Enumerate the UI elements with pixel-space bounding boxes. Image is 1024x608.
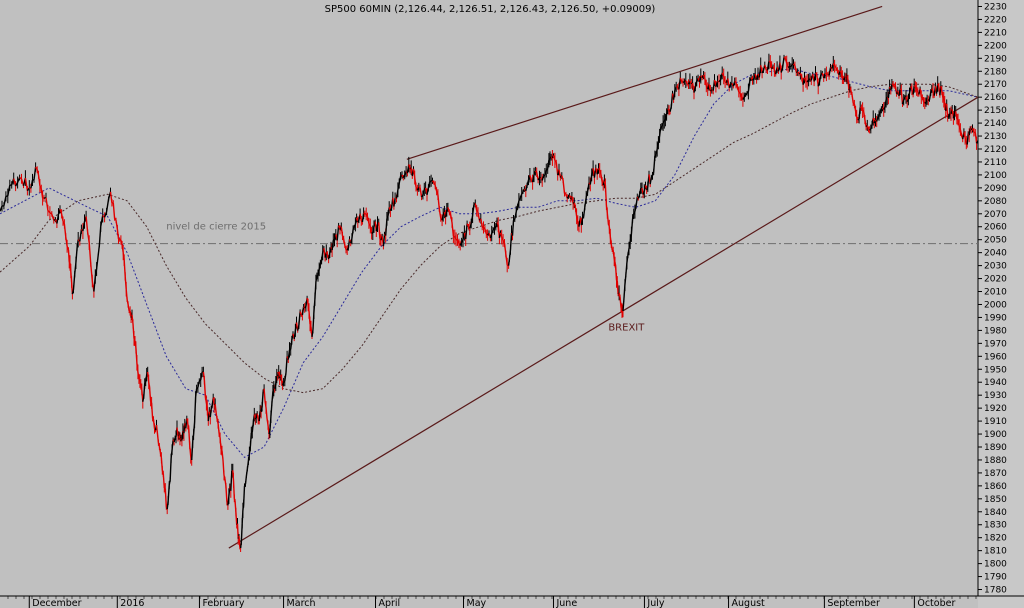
y-tick-label: 1890 bbox=[984, 443, 1007, 453]
y-tick-label: 1950 bbox=[984, 365, 1007, 375]
y-tick-label: 2030 bbox=[984, 262, 1007, 272]
x-tick-label: March bbox=[287, 598, 316, 608]
trendline-2 bbox=[228, 96, 979, 549]
y-tick-label: 2010 bbox=[984, 288, 1007, 298]
y-axis-panel bbox=[978, 0, 1024, 608]
x-tick-label: August bbox=[732, 598, 766, 608]
y-tick-label: 1860 bbox=[984, 482, 1007, 492]
y-tick-label: 2120 bbox=[984, 145, 1007, 155]
y-tick-label: 1810 bbox=[984, 547, 1007, 557]
y-tick-label: 2040 bbox=[984, 249, 1007, 259]
y-tick-label: 2130 bbox=[984, 132, 1007, 142]
y-tick-label: 2170 bbox=[984, 80, 1007, 90]
y-tick-label: 1990 bbox=[984, 313, 1007, 323]
y-tick-label: 2200 bbox=[984, 41, 1007, 51]
x-tick-label: April bbox=[378, 598, 400, 608]
y-tick-label: 2150 bbox=[984, 106, 1007, 116]
y-tick-label: 2230 bbox=[984, 2, 1007, 12]
y-tick-label: 2080 bbox=[984, 197, 1007, 207]
y-tick-label: 1980 bbox=[984, 326, 1007, 336]
y-tick-label: 1970 bbox=[984, 339, 1007, 349]
x-tick-label: October bbox=[917, 598, 955, 608]
price-down-bar bbox=[88, 242, 92, 265]
y-tick-label: 1830 bbox=[984, 521, 1007, 531]
trendline-1 bbox=[406, 5, 883, 160]
y-tick-label: 2160 bbox=[984, 93, 1007, 103]
y-tick-label: 1850 bbox=[984, 495, 1007, 505]
price-up-bar bbox=[261, 391, 264, 407]
y-tick-label: 1840 bbox=[984, 508, 1007, 518]
annotation-close-level: nivel de cierre 2015 bbox=[166, 221, 266, 232]
y-tick-label: 2180 bbox=[984, 67, 1007, 77]
moving-averages bbox=[0, 68, 979, 459]
y-tick-label: 1880 bbox=[984, 456, 1007, 466]
y-tick-label: 1960 bbox=[984, 352, 1007, 362]
x-tick-label: June bbox=[555, 598, 577, 608]
plot-area bbox=[0, 0, 978, 596]
x-tick-label: December bbox=[32, 598, 81, 608]
y-tick-label: 2210 bbox=[984, 28, 1007, 38]
x-tick-label: May bbox=[467, 598, 487, 608]
price-series bbox=[0, 53, 979, 552]
y-tick-label: 1930 bbox=[984, 391, 1007, 401]
y-tick-label: 1780 bbox=[984, 586, 1007, 596]
y-tick-label: 2140 bbox=[984, 119, 1007, 129]
y-tick-label: 2100 bbox=[984, 171, 1007, 181]
y-tick-label: 1900 bbox=[984, 430, 1007, 440]
y-axis-ticks: 1780 1790 1800 1810 1820 1830 1840 1850 1860 1870… bbox=[978, 2, 1007, 596]
chart-title: SP500 60MIN (2,126.44, 2,126.51, 2,126.4… bbox=[325, 4, 656, 15]
y-tick-label: 1870 bbox=[984, 469, 1007, 479]
x-tick-label: July bbox=[646, 598, 664, 608]
y-tick-label: 1910 bbox=[984, 417, 1007, 427]
y-tick-label: 1940 bbox=[984, 378, 1007, 388]
y-tick-label: 2220 bbox=[984, 15, 1007, 25]
price-up-bar bbox=[243, 485, 246, 504]
x-tick-label: 2016 bbox=[120, 598, 144, 608]
y-tick-label: 1800 bbox=[984, 560, 1007, 570]
y-tick-label: 1920 bbox=[984, 404, 1007, 414]
price-down-bar bbox=[164, 488, 167, 507]
y-tick-label: 2090 bbox=[984, 184, 1007, 194]
y-tick-label: 2070 bbox=[984, 210, 1007, 220]
annotations: nivel de cierre 2015 BREXIT bbox=[166, 221, 645, 333]
y-tick-label: 2020 bbox=[984, 275, 1007, 285]
x-tick-label: February bbox=[202, 598, 244, 608]
y-tick-label: 1820 bbox=[984, 534, 1007, 544]
price-down-bar bbox=[616, 280, 619, 295]
price-down-bar bbox=[112, 202, 116, 219]
annotation-brexit: BREXIT bbox=[608, 322, 645, 333]
y-tick-label: 2050 bbox=[984, 236, 1007, 246]
x-tick-label: September bbox=[827, 598, 880, 608]
y-tick-label: 1790 bbox=[984, 573, 1007, 583]
y-tick-label: 2110 bbox=[984, 158, 1007, 168]
moving-average-line-1 bbox=[0, 68, 979, 459]
y-tick-label: 2000 bbox=[984, 300, 1007, 310]
y-tick-label: 2190 bbox=[984, 54, 1007, 64]
price-up-bar bbox=[298, 311, 301, 326]
trendlines bbox=[228, 5, 979, 549]
y-tick-label: 2060 bbox=[984, 223, 1007, 233]
x-axis-ticks: December 2016 February March April May June Jul… bbox=[7, 596, 977, 608]
